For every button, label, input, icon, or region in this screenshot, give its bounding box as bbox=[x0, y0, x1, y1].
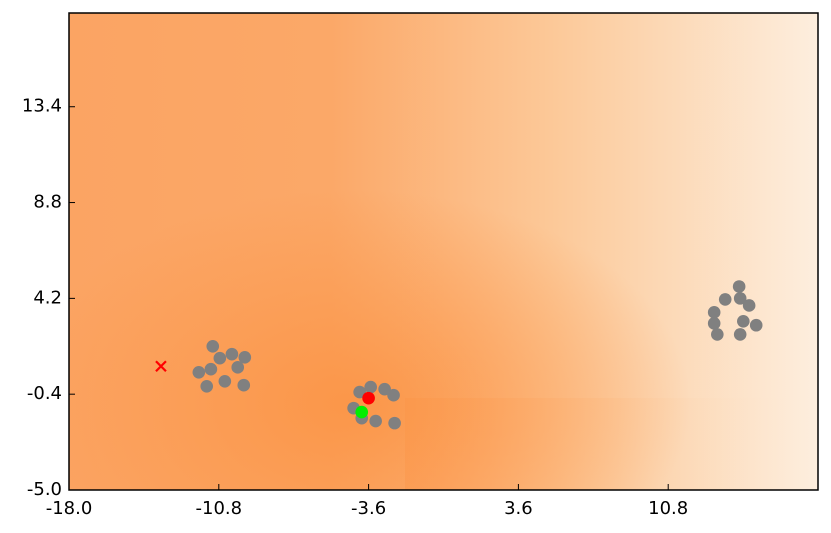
point bbox=[718, 293, 732, 306]
point bbox=[387, 388, 400, 402]
point bbox=[206, 339, 220, 353]
point bbox=[732, 280, 746, 293]
point bbox=[237, 378, 251, 392]
point bbox=[733, 328, 747, 341]
point bbox=[711, 328, 724, 341]
plot-frame bbox=[68, 12, 819, 491]
point bbox=[707, 306, 721, 319]
point bbox=[362, 391, 375, 405]
point bbox=[388, 416, 401, 430]
x-tick-label: 3.6 bbox=[504, 498, 533, 519]
point bbox=[742, 299, 756, 312]
point bbox=[238, 351, 252, 364]
point bbox=[733, 292, 747, 305]
x-tick-label: -3.6 bbox=[351, 498, 386, 519]
x-tick-label: -18.0 bbox=[46, 498, 93, 519]
x-tick-label: -10.8 bbox=[196, 498, 243, 519]
point bbox=[192, 366, 206, 379]
y-tick-label: 13.4 bbox=[22, 96, 62, 117]
point bbox=[378, 382, 391, 396]
point bbox=[707, 317, 721, 330]
point bbox=[213, 351, 227, 365]
point bbox=[355, 405, 369, 419]
point bbox=[231, 361, 245, 374]
point bbox=[218, 374, 232, 388]
point bbox=[353, 385, 366, 399]
x-marker bbox=[155, 360, 167, 373]
point bbox=[225, 347, 239, 361]
marks bbox=[155, 280, 763, 430]
point bbox=[364, 380, 377, 394]
point bbox=[369, 414, 382, 428]
point bbox=[737, 314, 750, 328]
point bbox=[204, 362, 218, 376]
heatmap bbox=[69, 13, 818, 490]
y-tick-label: 4.2 bbox=[33, 287, 62, 308]
y-tick-label: -0.4 bbox=[27, 383, 62, 404]
point bbox=[749, 318, 763, 332]
x-tick-label: 10.8 bbox=[648, 498, 688, 519]
y-tick-label: -5.0 bbox=[27, 479, 62, 500]
y-tick-label: 8.8 bbox=[33, 192, 62, 213]
point bbox=[200, 379, 214, 393]
